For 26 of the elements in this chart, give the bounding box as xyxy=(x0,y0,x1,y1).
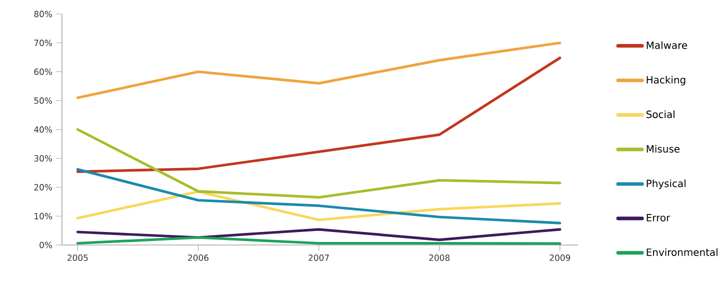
line-series xyxy=(76,190,562,222)
y-tick-label: 80% xyxy=(34,10,52,18)
legend-label: Malware xyxy=(646,41,688,49)
x-tick-label: 2006 xyxy=(188,254,208,261)
x-tick-label: 2005 xyxy=(68,254,88,261)
line-series xyxy=(76,128,562,199)
line-series xyxy=(76,228,562,242)
x-tick-label: 2008 xyxy=(429,254,450,261)
y-tick-label: 20% xyxy=(34,184,52,190)
legend-label: Hacking xyxy=(646,76,686,86)
legend-label: Social xyxy=(646,110,674,118)
y-tick-label: 0% xyxy=(40,242,52,248)
line-series xyxy=(76,42,562,100)
x-tick-label: 2007 xyxy=(308,254,329,261)
y-tick-label: 50% xyxy=(34,97,52,104)
line-series xyxy=(76,168,562,224)
y-tick-label: 10% xyxy=(34,212,52,220)
x-tick-label: 2009 xyxy=(550,254,570,261)
y-tick-label: 60% xyxy=(34,68,52,75)
legend-label: Environmental xyxy=(646,248,718,256)
legend-label: Misuse xyxy=(646,144,680,153)
y-tick-label: 40% xyxy=(34,126,52,133)
legend-label: Physical xyxy=(646,179,686,190)
y-tick-label: 70% xyxy=(34,40,52,46)
legend-label: Error xyxy=(646,214,670,222)
y-tick-label: 30% xyxy=(34,155,52,162)
